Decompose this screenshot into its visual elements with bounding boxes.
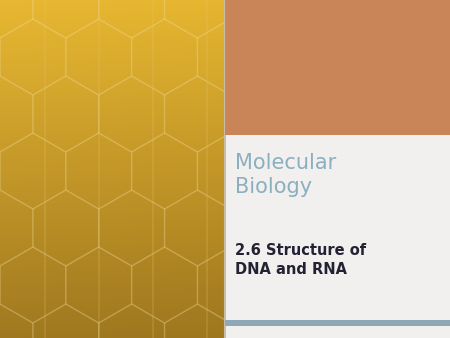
Text: 2.6 Structure of
DNA and RNA: 2.6 Structure of DNA and RNA: [235, 243, 366, 277]
Bar: [225, 320, 450, 326]
Bar: [225, 0, 450, 135]
Text: Molecular
Biology: Molecular Biology: [235, 153, 336, 197]
Bar: [225, 0, 450, 338]
